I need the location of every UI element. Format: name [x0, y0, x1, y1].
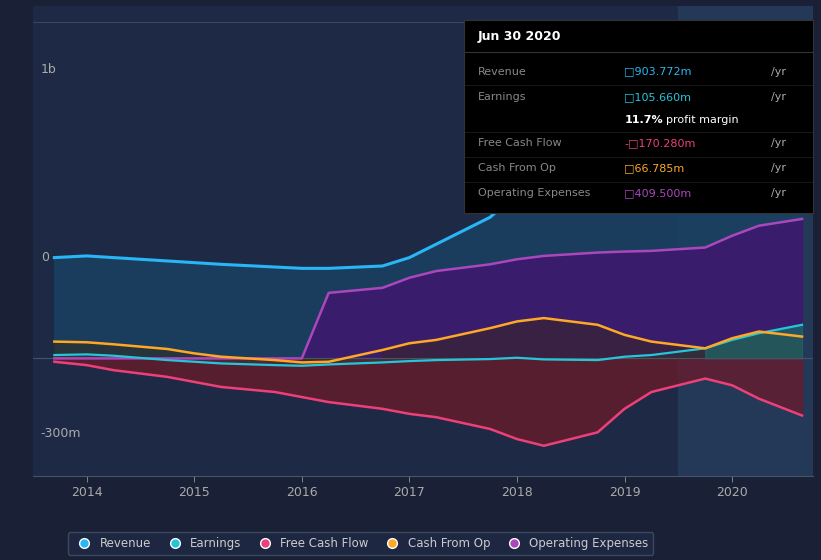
- Text: Revenue: Revenue: [478, 67, 526, 77]
- Text: Free Cash Flow: Free Cash Flow: [478, 138, 562, 148]
- Text: Operating Expenses: Operating Expenses: [478, 189, 590, 198]
- Text: -□170.280m: -□170.280m: [624, 138, 695, 148]
- Text: 11.7%: 11.7%: [624, 115, 663, 125]
- Text: 1b: 1b: [41, 63, 57, 76]
- Text: /yr: /yr: [771, 138, 786, 148]
- Text: 0: 0: [41, 251, 48, 264]
- Text: profit margin: profit margin: [667, 115, 739, 125]
- Text: □903.772m: □903.772m: [624, 67, 692, 77]
- Text: Earnings: Earnings: [478, 92, 526, 102]
- Legend: Revenue, Earnings, Free Cash Flow, Cash From Op, Operating Expenses: Revenue, Earnings, Free Cash Flow, Cash …: [68, 533, 653, 555]
- Text: /yr: /yr: [771, 189, 786, 198]
- Bar: [678, 6, 813, 476]
- Text: /yr: /yr: [771, 67, 786, 77]
- Text: Jun 30 2020: Jun 30 2020: [478, 30, 562, 44]
- Text: -300m: -300m: [41, 427, 81, 440]
- Text: □409.500m: □409.500m: [624, 189, 691, 198]
- Text: /yr: /yr: [771, 164, 786, 174]
- Text: □66.785m: □66.785m: [624, 164, 685, 174]
- Text: Cash From Op: Cash From Op: [478, 164, 556, 174]
- Text: □105.660m: □105.660m: [624, 92, 691, 102]
- Text: /yr: /yr: [771, 92, 786, 102]
